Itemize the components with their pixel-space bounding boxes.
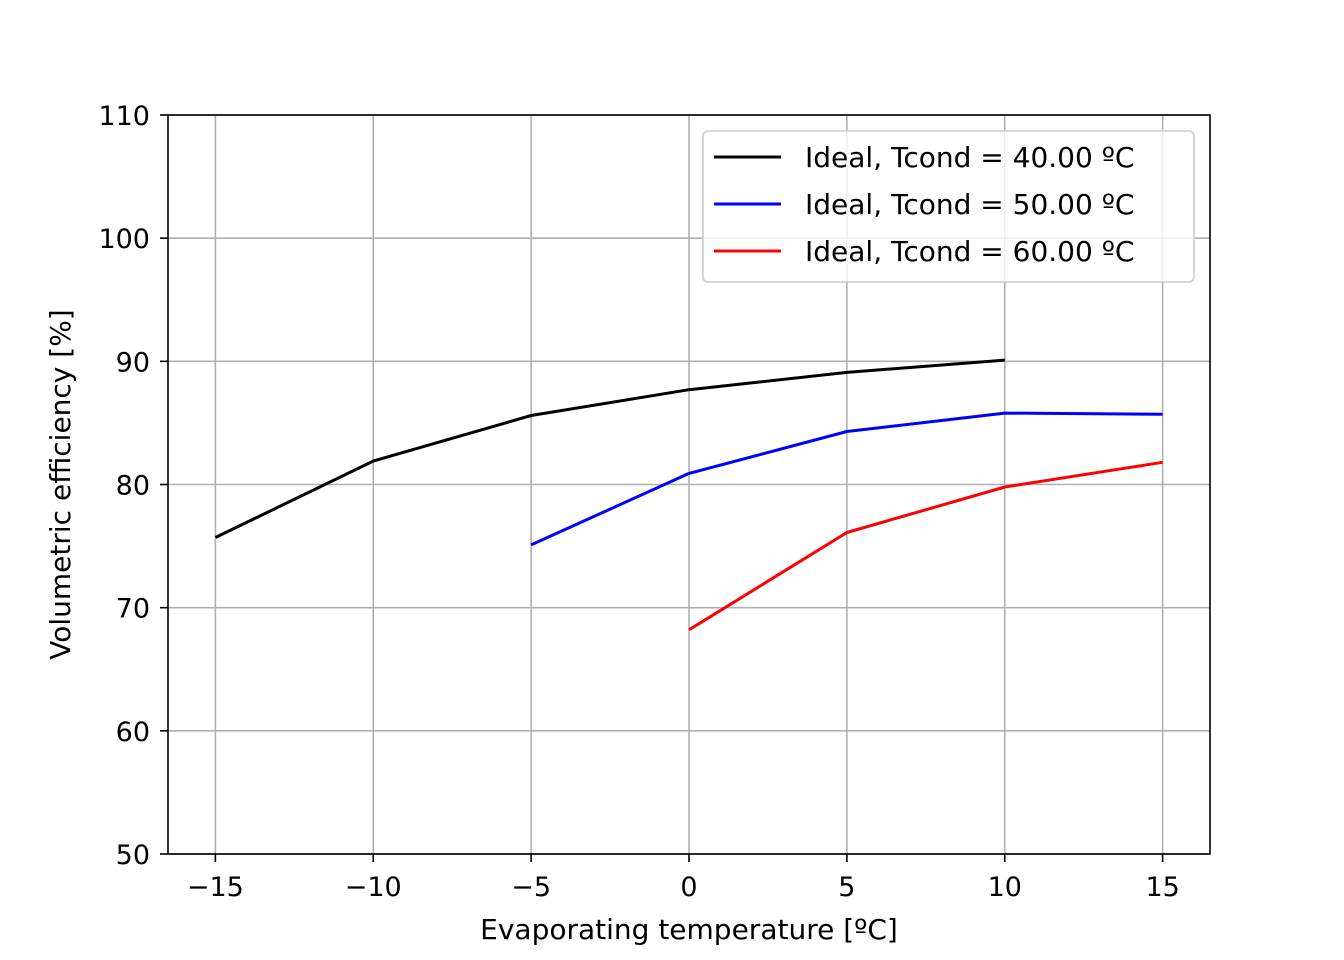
x-tick-label: −15: [187, 872, 244, 903]
legend-label: Ideal, Tcond = 40.00 ºC: [805, 141, 1134, 174]
legend-box: [702, 130, 1195, 283]
legend: Ideal, Tcond = 40.00 ºC Ideal, Tcond = 50…: [702, 130, 1195, 283]
x-tick-label: 5: [838, 872, 855, 903]
series-line: [688, 460, 1163, 632]
x-tick-label: −5: [511, 872, 551, 903]
legend-item: Ideal, Tcond = 40.00 ºC: [714, 141, 1134, 174]
y-tick-label: 110: [98, 101, 150, 132]
series-lines: [214, 358, 1163, 632]
y-tick-label: 80: [116, 471, 150, 502]
x-tick-label: 15: [1145, 872, 1179, 903]
legend-label: Ideal, Tcond = 50.00 ºC: [805, 188, 1134, 221]
series-line: [214, 358, 1005, 539]
x-axis-label: Evaporating temperature [ºC]: [480, 913, 898, 946]
axis-ticks: −15 −10 −5 0 5 10 15 50 60 70 80 90 100 110: [98, 101, 1179, 903]
legend-label: Ideal, Tcond = 60.00 ºC: [805, 235, 1134, 268]
y-tick-label: 60: [116, 717, 150, 748]
x-tick-label: 10: [988, 872, 1022, 903]
legend-item: Ideal, Tcond = 50.00 ºC: [714, 188, 1134, 221]
y-tick-label: 50: [116, 840, 150, 871]
x-tick-label: −10: [345, 872, 402, 903]
y-tick-label: 90: [116, 347, 150, 378]
y-tick-label: 100: [98, 224, 150, 255]
x-tick-label: 0: [680, 872, 697, 903]
series-line: [530, 411, 1163, 547]
y-tick-label: 70: [116, 594, 150, 625]
legend-item: Ideal, Tcond = 60.00 ºC: [714, 235, 1134, 268]
y-axis-label: Volumetric efficiency [%]: [44, 309, 77, 659]
